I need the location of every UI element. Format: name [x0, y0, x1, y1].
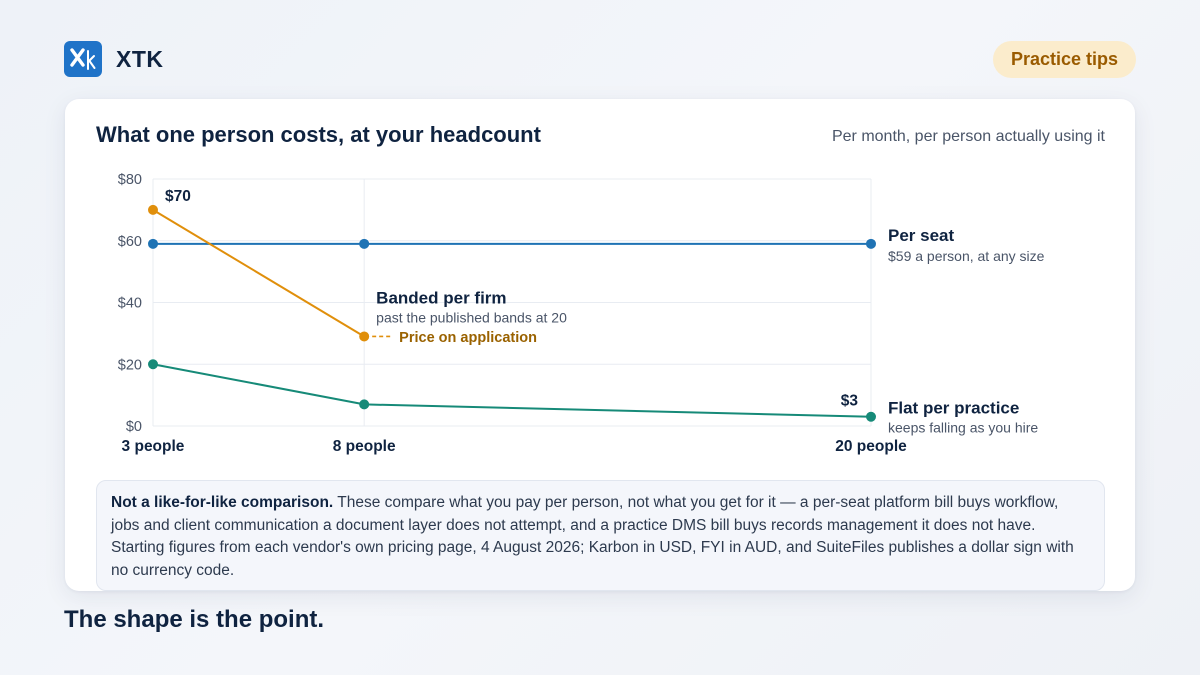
- data-point: [866, 238, 876, 249]
- data-point: [359, 238, 370, 249]
- chart-title: What one person costs, at your headcount: [96, 122, 541, 147]
- series-line: [152, 209, 365, 338]
- series-label: Banded per firm: [376, 288, 506, 307]
- chart-subtitle: Per month, per person actually using it: [831, 128, 1105, 145]
- x-tick-label: 3 people: [122, 438, 185, 455]
- data-point: [148, 359, 158, 370]
- data-point: [148, 204, 158, 215]
- chart-card: What one person costs, at your headcount…: [65, 99, 1135, 591]
- note-lead: Not a like-for-like comparison.: [111, 494, 334, 511]
- data-point: [866, 411, 876, 422]
- series-line: [152, 363, 872, 418]
- brand-name: XTK: [116, 45, 164, 72]
- y-tick-label: $20: [118, 357, 142, 373]
- y-tick-label: $0: [126, 419, 142, 435]
- comparison-note: Not a like-for-like comparison. These co…: [96, 480, 1105, 591]
- practice-tips-badge: Practice tips: [992, 41, 1136, 78]
- extension-label: Price on application: [399, 330, 537, 346]
- x-tick-label: 20 people: [835, 438, 907, 455]
- xtk-logo-icon: [64, 41, 102, 77]
- footer-tagline: The shape is the point.: [64, 606, 325, 633]
- y-tick-label: $40: [118, 296, 142, 312]
- data-point: [359, 399, 370, 410]
- series-description: past the published bands at 20: [376, 309, 567, 325]
- data-label: $70: [165, 188, 191, 205]
- y-tick-label: $60: [118, 234, 142, 250]
- series-label: Flat per practice: [888, 399, 1019, 418]
- brand: XTK: [64, 41, 164, 77]
- data-point: [148, 238, 158, 249]
- series-label: Per seat: [888, 226, 954, 245]
- line-chart: $0 $20 $40 $60 $80 3 people 8 people 20 people P…: [118, 172, 1045, 455]
- series-description: $59 a person, at any size: [888, 248, 1045, 264]
- note-body: These compare what you pay per person, n…: [111, 494, 1074, 579]
- x-tick-label: 8 people: [333, 438, 396, 455]
- data-point: [359, 331, 370, 342]
- series-description: keeps falling as you hire: [888, 420, 1038, 436]
- data-label: $3: [841, 393, 859, 410]
- y-tick-label: $80: [118, 172, 142, 188]
